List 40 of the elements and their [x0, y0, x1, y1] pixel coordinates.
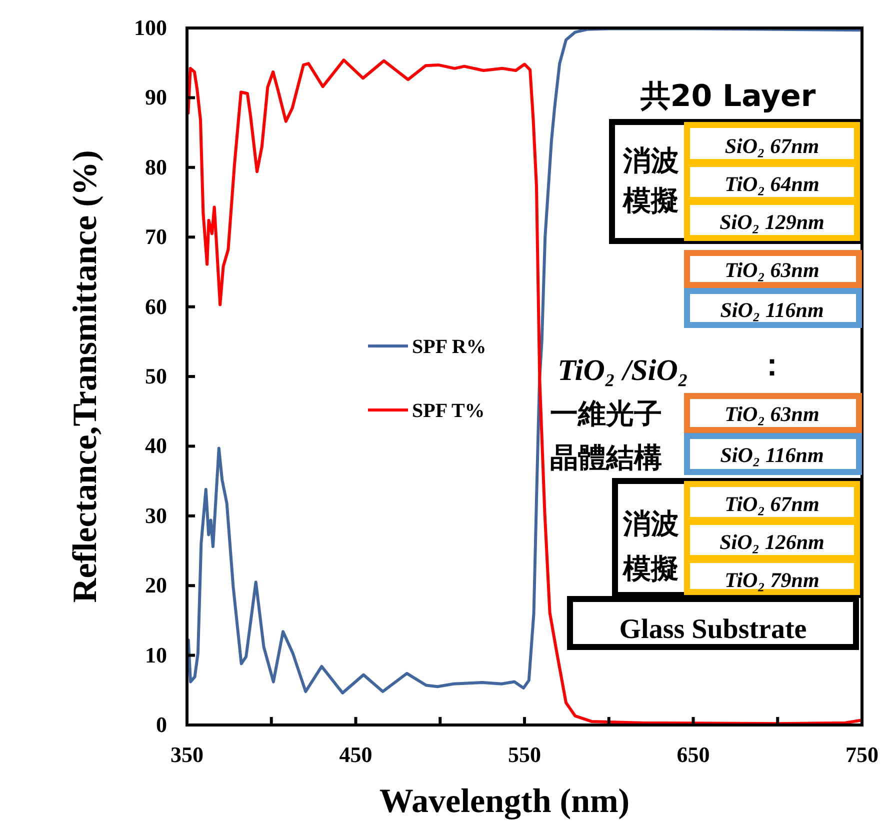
annotation: SiO₂ 126nm: [720, 530, 824, 554]
annotation: ：: [757, 348, 787, 383]
y-tick-label: 10: [145, 642, 167, 668]
y-tick-label: 30: [145, 502, 167, 528]
annotation: TiO₂ 63nm: [724, 402, 820, 426]
legend-label: SPF T%: [412, 400, 485, 422]
y-axis-title: Reflectance,Transmittance (%): [67, 150, 104, 603]
annotation: SiO₂ 116nm: [720, 298, 824, 322]
annotation: TiO₂ 63nm: [724, 258, 820, 282]
x-tick-label: 550: [508, 742, 541, 767]
annotation: TiO₂ 79nm: [724, 568, 820, 592]
legend-label: SPF R%: [412, 336, 486, 358]
x-tick-label: 750: [846, 742, 878, 767]
x-axis-title: Wavelength (nm): [379, 783, 630, 820]
x-tick-label: 350: [170, 742, 204, 767]
y-tick-label: 70: [145, 224, 167, 250]
y-tick-label: 20: [145, 572, 167, 598]
y-tick-label: 60: [145, 294, 167, 319]
annotation: SiO₂ 129nm: [720, 210, 824, 234]
annotation: SiO₂ 116nm: [720, 443, 824, 467]
annotation: 消波: [622, 507, 679, 540]
annotation: 晶體結構: [550, 441, 662, 474]
annotation: TiO₂ 64nm: [724, 172, 820, 196]
annotation: TiO₂ 67nm: [724, 492, 820, 516]
annotation: 模擬: [622, 552, 679, 585]
y-tick-label: 90: [145, 84, 167, 110]
x-tick-label: 650: [676, 742, 710, 767]
y-tick-label: 0: [156, 712, 167, 737]
y-tick-label: 40: [145, 433, 167, 458]
y-tick-label: 50: [145, 364, 167, 388]
annotation: SiO₂ 67nm: [724, 134, 820, 158]
annotation: 共20 Layer: [639, 79, 816, 114]
annotation: 消波: [622, 144, 679, 177]
annotation: Glass Substrate: [619, 614, 807, 645]
y-tick-label: 80: [145, 154, 167, 180]
x-tick-label: 450: [339, 742, 372, 767]
annotation: 一維光子: [550, 397, 662, 430]
y-tick-label: 100: [134, 15, 167, 40]
annotation: 模擬: [622, 184, 679, 217]
annotation: TiO₂ /SiO₂: [558, 354, 688, 387]
